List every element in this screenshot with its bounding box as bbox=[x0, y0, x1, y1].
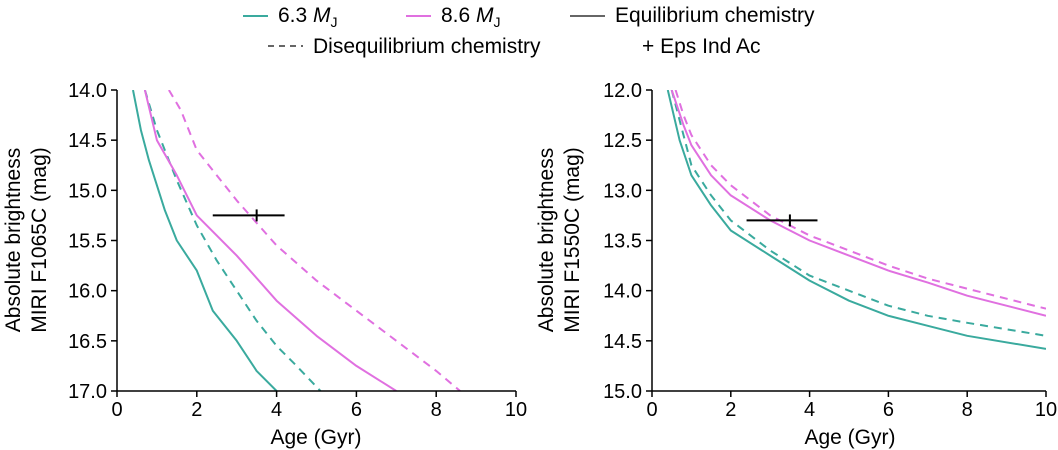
y-tick-label: 12.0 bbox=[603, 80, 642, 102]
series-8-6-mj-equilibrium bbox=[143, 90, 397, 391]
y-tick-label: 14.0 bbox=[603, 281, 642, 303]
x-tick-label: 4 bbox=[804, 399, 815, 421]
axis-right-x-ticks: 0 2 4 6 8 10 bbox=[646, 391, 1057, 421]
legend-label-8-6-mj: 8.6 MJ bbox=[441, 4, 501, 30]
y-tick-label: 15.5 bbox=[68, 231, 107, 253]
axis-left-y-title: Absolute brightness MIRI F1065C (mag) bbox=[2, 147, 51, 333]
x-tick-label: 4 bbox=[271, 399, 282, 421]
plot-left-series bbox=[132, 90, 461, 391]
y-tick-label: 14.0 bbox=[68, 80, 107, 102]
legend-item-6-3-mj: 6.3 MJ bbox=[243, 4, 338, 30]
x-tick-label: 10 bbox=[505, 399, 527, 421]
plot-right-series bbox=[666, 90, 1046, 350]
x-tick-label: 8 bbox=[431, 399, 442, 421]
series-6-3-mj-disequilibrium bbox=[143, 90, 322, 391]
series-8-6-mj-equilibrium bbox=[670, 90, 1046, 317]
x-tick-label: 0 bbox=[111, 399, 122, 421]
axis-left-y-title-line2: MIRI F1065C (mag) bbox=[28, 147, 51, 333]
y-tick-label: 13.0 bbox=[603, 180, 642, 202]
legend-label-observation: + Eps Ind Ac bbox=[642, 35, 761, 58]
series-8-6-mj-disequilibrium bbox=[168, 90, 461, 391]
axis-left-x-ticks: 0 2 4 6 8 10 bbox=[111, 391, 527, 421]
plot-left-observation bbox=[212, 209, 285, 222]
legend-item-disequilibrium: Disequilibrium chemistry bbox=[268, 35, 541, 58]
x-tick-label: 2 bbox=[191, 399, 202, 421]
y-tick-label: 16.0 bbox=[68, 281, 107, 303]
legend-item-equilibrium: Equilibrium chemistry bbox=[570, 4, 815, 27]
axis-left-y-title-line1: Absolute brightness bbox=[2, 148, 25, 332]
x-tick-label: 10 bbox=[1035, 399, 1057, 421]
x-tick-label: 0 bbox=[646, 399, 657, 421]
legend: 6.3 MJ 8.6 MJ Equilibrium chemistry Dise… bbox=[243, 4, 815, 58]
legend-label-6-3-mj: 6.3 MJ bbox=[278, 4, 338, 30]
axis-right-y-title-line2: MIRI F1550C (mag) bbox=[561, 147, 584, 333]
legend-item-observation: + Eps Ind Ac bbox=[642, 35, 761, 58]
series-8-6-mj-disequilibrium bbox=[674, 90, 1046, 310]
y-tick-label: 14.5 bbox=[68, 130, 107, 152]
axis-right-y-ticks: 12.0 12.5 13.0 13.5 14.0 14.5 15.0 bbox=[603, 80, 652, 403]
x-tick-label: 8 bbox=[962, 399, 973, 421]
y-tick-label: 13.5 bbox=[603, 231, 642, 253]
plot-left-axes bbox=[116, 90, 516, 392]
y-tick-label: 16.5 bbox=[68, 331, 107, 353]
y-tick-label: 12.5 bbox=[603, 130, 642, 152]
axis-right-y-title-line1: Absolute brightness bbox=[535, 148, 558, 332]
axis-left-x-title: Age (Gyr) bbox=[270, 426, 361, 449]
axis-right-x-title: Age (Gyr) bbox=[804, 426, 895, 449]
legend-label-equilibrium: Equilibrium chemistry bbox=[615, 4, 815, 27]
panel-left: Absolute brightness MIRI F1065C (mag) 14… bbox=[2, 80, 527, 449]
legend-item-8-6-mj: 8.6 MJ bbox=[406, 4, 501, 30]
plot-right-observation bbox=[746, 214, 818, 227]
panel-right: Absolute brightness MIRI F1550C (mag) 12… bbox=[535, 80, 1057, 449]
y-tick-label: 15.0 bbox=[68, 180, 107, 202]
legend-label-disequilibrium: Disequilibrium chemistry bbox=[313, 35, 541, 58]
y-tick-label: 17.0 bbox=[68, 381, 107, 403]
plot-right-axes bbox=[651, 90, 1046, 392]
y-tick-label: 15.0 bbox=[603, 381, 642, 403]
axis-right-y-title: Absolute brightness MIRI F1550C (mag) bbox=[535, 147, 584, 333]
series-6-3-mj-equilibrium bbox=[666, 90, 1046, 350]
axis-left-y-ticks: 14.0 14.5 15.0 15.5 16.0 16.5 17.0 bbox=[68, 80, 117, 403]
x-tick-label: 6 bbox=[883, 399, 894, 421]
y-tick-label: 14.5 bbox=[603, 331, 642, 353]
x-tick-label: 2 bbox=[725, 399, 736, 421]
series-6-3-mj-equilibrium bbox=[132, 90, 278, 391]
x-tick-label: 6 bbox=[351, 399, 362, 421]
series-6-3-mj-disequilibrium bbox=[670, 90, 1046, 337]
